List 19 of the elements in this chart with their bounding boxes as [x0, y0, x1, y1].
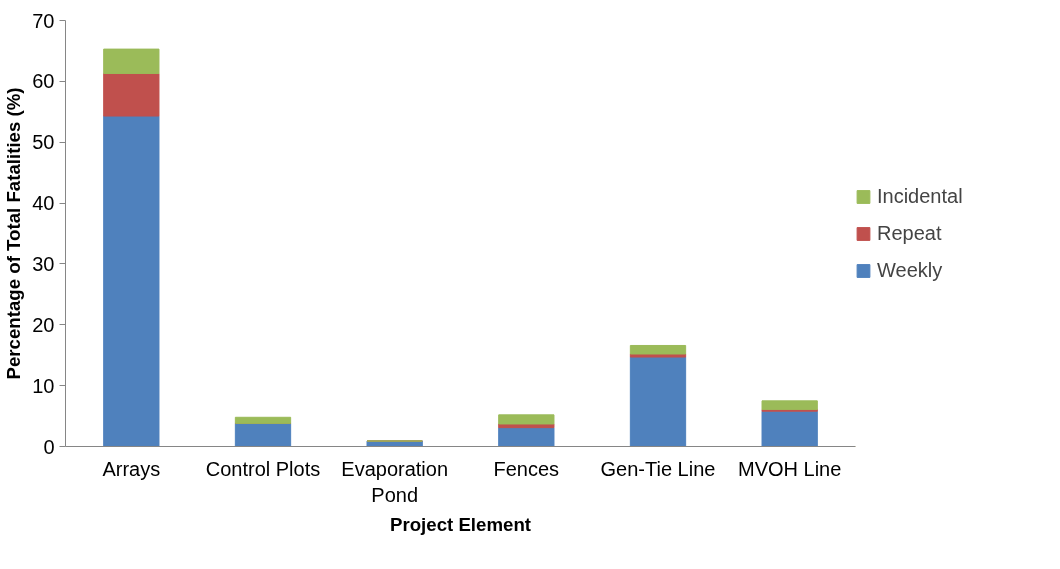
y-tick-label: 20: [32, 313, 55, 336]
y-tick-label: 40: [32, 192, 55, 215]
y-tick-label: 30: [32, 252, 55, 275]
legend-label: Incidental: [877, 184, 963, 208]
x-tick-label: MVOH Line: [737, 457, 842, 480]
y-tick-label: 70: [32, 9, 55, 32]
legend-label: Weekly: [877, 258, 943, 282]
x-tick-label: Control Plots: [205, 457, 321, 480]
y-tick-label: 10: [32, 374, 55, 397]
x-tick-label: Arrays: [102, 457, 161, 480]
x-tick-label: Fences: [493, 457, 560, 480]
x-axis-title: Project Element: [390, 513, 532, 535]
x-tick-label: Evaporation Pond: [341, 457, 449, 506]
y-tick-label: 50: [32, 131, 55, 154]
x-tick-label: Gen-Tie Line: [600, 457, 716, 480]
legend-label: Repeat: [877, 221, 942, 245]
y-axis-title: Percentage of Total Fatalities (%): [3, 87, 25, 380]
y-tick-label: 60: [32, 70, 55, 93]
y-tick-label: 0: [43, 435, 55, 458]
